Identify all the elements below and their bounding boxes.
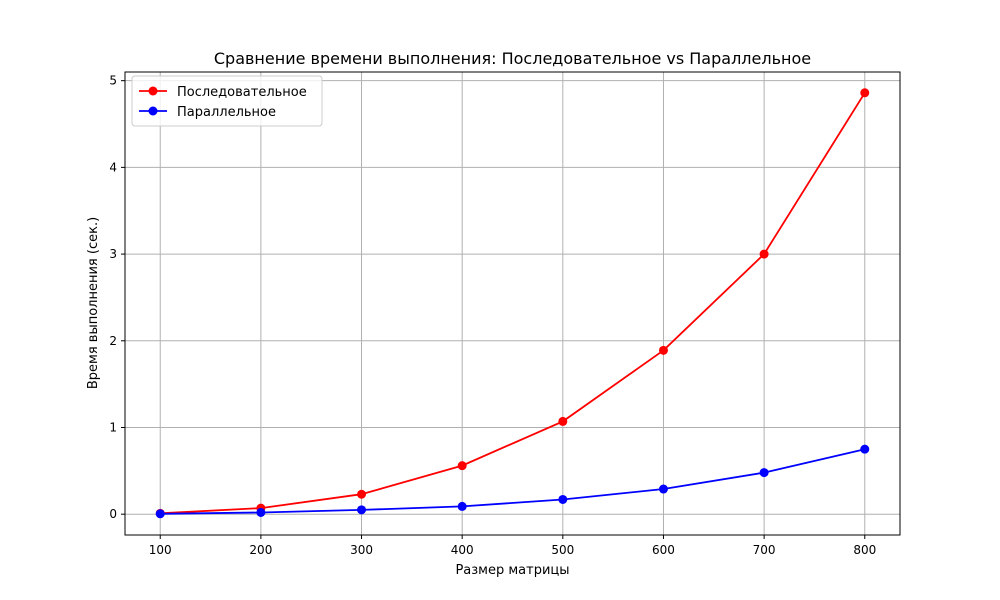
series-line-1 [160,448,866,515]
x-tick-label: 700 [753,543,776,557]
x-tick-label: 500 [551,543,574,557]
data-point [457,461,467,471]
y-tick-label: 2 [109,334,117,348]
x-tick-label: 100 [149,543,172,557]
data-point [155,509,165,519]
legend-frame [131,75,323,127]
x-axis: 100 200 300 400 500 600 700 800 [149,535,876,557]
data-point [759,249,769,259]
x-tick-label: 800 [853,543,876,557]
x-axis-label: Размер матрицы [455,563,569,578]
data-point [759,468,769,478]
grid [125,72,900,535]
series-line-0 [160,92,866,515]
y-tick-label: 3 [109,247,117,261]
x-tick-label: 200 [249,543,272,557]
x-tick-label: 300 [350,543,373,557]
legend: Последовательное Параллельное [131,75,323,127]
data-point [357,489,367,499]
y-axis-label: Время выполнения (сек.) [86,217,101,389]
data-point [860,88,870,98]
data-point [558,416,568,426]
legend-label-parallel: Параллельное [177,105,276,120]
data-point [558,494,568,504]
y-tick-label: 5 [109,74,117,88]
x-tick-label: 600 [652,543,675,557]
data-point [860,444,870,454]
data-point [357,505,367,515]
legend-marker-sequential [148,86,158,96]
data-point [256,507,266,517]
legend-label-sequential: Последовательное [177,85,307,100]
data-point [658,345,668,355]
chart-title: Сравнение времени выполнения: Последоват… [214,49,811,68]
y-tick-label: 1 [109,420,117,434]
data-point [658,484,668,494]
data-point [457,501,467,511]
x-tick-label: 400 [451,543,474,557]
y-axis: 0 1 2 3 4 5 [109,74,125,521]
legend-marker-parallel [148,106,158,116]
y-tick-label: 0 [109,507,117,521]
y-tick-label: 4 [109,160,117,174]
series-layer [155,88,870,519]
plot-frame [124,71,901,536]
